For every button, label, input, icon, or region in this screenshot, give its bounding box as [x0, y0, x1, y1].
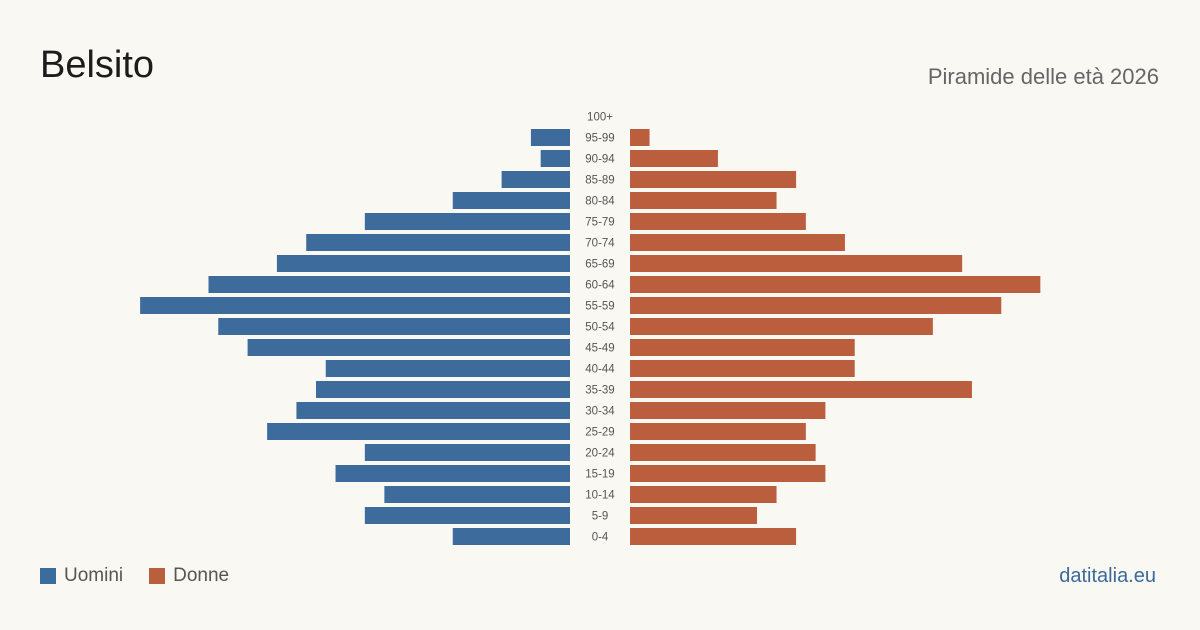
- age-label-5-9: 5-9: [592, 511, 609, 523]
- bar-women-30-34: [630, 402, 826, 419]
- legend-label-women: Donne: [173, 565, 230, 586]
- bar-women-95-99: [630, 129, 650, 146]
- legend-swatch-women: [149, 568, 166, 584]
- legend: Uomini Donne: [40, 565, 255, 587]
- age-label-80-84: 80-84: [585, 196, 615, 208]
- bar-women-75-79: [630, 213, 806, 230]
- age-label-35-39: 35-39: [585, 385, 614, 397]
- bar-women-35-39: [630, 381, 972, 398]
- bar-men-45-49: [247, 339, 570, 356]
- bar-men-25-29: [267, 423, 570, 440]
- bar-men-5-9: [364, 507, 570, 524]
- age-label-40-44: 40-44: [585, 364, 615, 376]
- age-label-55-59: 55-59: [585, 301, 614, 313]
- age-label-85-89: 85-89: [585, 175, 614, 187]
- bar-men-20-24: [364, 444, 570, 461]
- age-label-70-74: 70-74: [585, 238, 615, 250]
- bar-men-10-14: [384, 486, 570, 503]
- bar-men-50-54: [218, 318, 570, 335]
- age-label-30-34: 30-34: [585, 406, 615, 418]
- age-label-45-49: 45-49: [585, 343, 614, 355]
- brand-link[interactable]: datitalia.eu: [1059, 565, 1156, 587]
- bar-women-70-74: [630, 234, 845, 251]
- bar-women-65-69: [630, 255, 963, 272]
- bar-men-55-59: [140, 297, 570, 314]
- bar-men-15-19: [335, 465, 570, 482]
- age-label-95-99: 95-99: [585, 133, 614, 145]
- bar-men-80-84: [452, 192, 570, 209]
- age-label-50-54: 50-54: [585, 322, 615, 334]
- bar-men-60-64: [208, 276, 570, 293]
- legend-label-men: Uomini: [64, 565, 124, 586]
- bar-women-20-24: [630, 444, 816, 461]
- bar-men-85-89: [501, 171, 570, 188]
- chart-subtitle: Piramide delle età 2026: [927, 64, 1159, 89]
- age-label-60-64: 60-64: [585, 280, 615, 292]
- age-label-10-14: 10-14: [585, 490, 615, 502]
- bar-women-5-9: [630, 507, 758, 524]
- chart-title: Belsito: [40, 44, 155, 86]
- bar-men-95-99: [530, 129, 570, 146]
- age-label-100+: 100+: [587, 112, 613, 124]
- bar-men-35-39: [315, 381, 570, 398]
- bar-men-40-44: [325, 360, 570, 377]
- bar-women-40-44: [630, 360, 855, 377]
- age-label-25-29: 25-29: [585, 427, 614, 439]
- bar-men-70-74: [306, 234, 570, 251]
- bar-women-45-49: [630, 339, 855, 356]
- age-label-75-79: 75-79: [585, 217, 614, 229]
- bar-women-80-84: [630, 192, 777, 209]
- bar-women-15-19: [630, 465, 826, 482]
- age-label-65-69: 65-69: [585, 259, 614, 271]
- bar-women-85-89: [630, 171, 797, 188]
- age-label-15-19: 15-19: [585, 469, 614, 481]
- age-label-90-94: 90-94: [585, 154, 615, 166]
- bar-men-65-69: [276, 255, 570, 272]
- age-label-20-24: 20-24: [585, 448, 615, 460]
- age-label-0-4: 0-4: [592, 532, 609, 544]
- bar-women-10-14: [630, 486, 777, 503]
- bar-men-75-79: [364, 213, 570, 230]
- bar-women-50-54: [630, 318, 933, 335]
- bar-men-90-94: [540, 150, 570, 167]
- bar-women-90-94: [630, 150, 718, 167]
- bar-men-0-4: [452, 528, 570, 545]
- bar-women-60-64: [630, 276, 1041, 293]
- bar-women-25-29: [630, 423, 806, 440]
- legend-swatch-men: [40, 568, 56, 584]
- bar-women-55-59: [630, 297, 1002, 314]
- bar-women-0-4: [630, 528, 797, 545]
- bar-men-30-34: [296, 402, 570, 419]
- legend-item-women: Donne: [149, 565, 229, 587]
- legend-item-men: Uomini: [40, 565, 123, 587]
- population-pyramid-chart: 0-4 5-9 10-14 15-19 20-24 25-29 30-34 35-39 40-4…: [140, 112, 1041, 545]
